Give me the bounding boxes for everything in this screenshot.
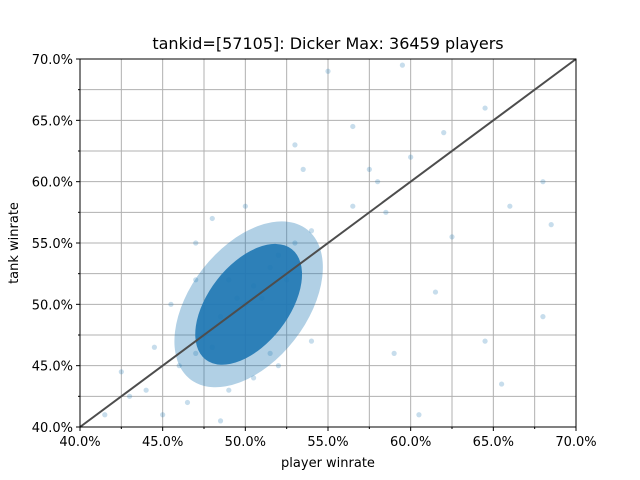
scatter-point (151, 344, 157, 350)
scatter-point (432, 289, 439, 295)
x-tick-label: 50.0% (225, 435, 266, 450)
scatter-point (176, 363, 182, 369)
scatter-point (209, 344, 215, 350)
scatter-point (325, 68, 331, 74)
y-tick-label: 65.0% (32, 114, 73, 129)
y-tick-label: 60.0% (32, 176, 73, 191)
y-tick-label: 50.0% (32, 298, 73, 313)
x-tick-label: 70.0% (555, 435, 596, 450)
scatter-point (540, 314, 546, 320)
y-tick-label: 45.0% (32, 360, 73, 375)
scatter-point (217, 314, 224, 320)
scatter-point (217, 418, 224, 424)
x-tick-label: 45.0% (142, 435, 183, 450)
scatter-point (251, 375, 257, 381)
x-axis-label: player winrate (281, 456, 375, 471)
scatter-point (308, 228, 315, 234)
x-tick-label: 65.0% (473, 435, 514, 450)
scatter-point (292, 240, 298, 246)
scatter-point (540, 179, 546, 185)
x-tick-label: 55.0% (307, 435, 348, 450)
scatter-point (259, 295, 265, 301)
y-tick-label: 55.0% (32, 237, 73, 252)
axis-ticks: 40.0% 45.0% 50.0% 55.0% 60.0% 65.0% 70.0% 40.0%… (32, 53, 597, 450)
scatter-point (193, 240, 199, 246)
scatter-point (391, 350, 397, 356)
scatter-point (548, 222, 554, 228)
chart-title: tankid=[57105]: Dicker Max: 36459 player… (152, 34, 503, 53)
scatter-point (366, 166, 372, 172)
scatter-point (399, 62, 405, 68)
scatter-point (350, 203, 356, 209)
scatter-point (507, 203, 513, 209)
scatter-point (383, 209, 389, 215)
scatter-point (267, 264, 273, 271)
scatter-point (350, 123, 356, 130)
scatter-point (482, 105, 488, 111)
scatter-point (143, 387, 149, 393)
scatter-point (168, 301, 174, 307)
scatter-point (118, 369, 124, 375)
scatter-point (499, 381, 505, 387)
scatter-point (193, 277, 199, 283)
scatter-point (408, 154, 414, 160)
scatter-point (102, 412, 108, 418)
scatter-point (375, 179, 381, 185)
scatter-point (482, 338, 488, 344)
scatter-point (284, 277, 290, 283)
scatter-point (226, 387, 232, 393)
y-tick-label: 40.0% (32, 421, 73, 436)
reference-diagonal-line (79, 58, 577, 428)
scatter-point (416, 412, 422, 418)
x-tick-label: 40.0% (59, 435, 100, 450)
scatter-point (275, 252, 281, 258)
scatter-point (308, 338, 315, 344)
scatter-density-halo (174, 221, 323, 388)
scatter-point (292, 142, 298, 148)
scatter-density-core (195, 243, 303, 365)
scatter-point (449, 234, 455, 240)
scatter-point (160, 412, 166, 418)
scatter-point (251, 283, 257, 289)
scatter-points (102, 62, 554, 424)
y-tick-label: 70.0% (32, 53, 73, 68)
scatter-point (193, 350, 199, 356)
scatter-point (300, 166, 306, 172)
scatter-point (226, 277, 232, 283)
scatter-point (184, 399, 191, 406)
scatter-point (234, 295, 240, 301)
scatter-point (242, 203, 248, 209)
scatter-point (275, 363, 281, 369)
x-tick-label: 60.0% (390, 435, 431, 450)
scatter-point (441, 130, 447, 136)
scatter-point (127, 393, 133, 399)
scatter-point (209, 215, 215, 222)
scatter-point (267, 350, 273, 356)
y-axis-label: tank winrate (7, 202, 22, 284)
